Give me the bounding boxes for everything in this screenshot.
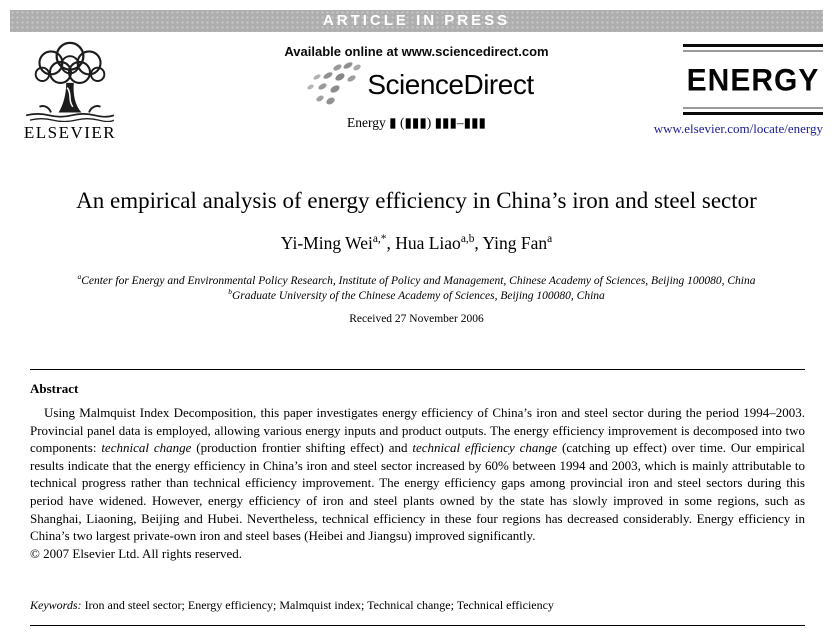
abstract-heading: Abstract — [30, 381, 79, 396]
abstract-text: Using Malmquist Index Decomposition, thi… — [30, 404, 805, 562]
author: Yi-Ming Weia,* — [280, 233, 387, 253]
received-date: Received 27 November 2006 — [349, 313, 484, 325]
section-divider — [30, 625, 805, 626]
author: Hua Liaoa,b — [395, 233, 475, 253]
elsevier-tree-icon — [25, 41, 115, 122]
keywords-text: Iron and steel sector; Energy efficiency… — [81, 598, 554, 612]
journal-url-link[interactable]: www.elsevier.com/locate/energy — [653, 121, 823, 136]
author-superscript: a,b — [460, 233, 475, 246]
elsevier-logo: ELSEVIER — [16, 40, 124, 143]
affiliations: aCenter for Energy and Environmental Pol… — [0, 272, 833, 303]
double-rule-top — [683, 44, 823, 52]
sciencedirect-logo: ScienceDirect — [197, 60, 637, 107]
copyright-line: © 2007 Elsevier Ltd. All rights reserved… — [30, 545, 243, 561]
authors-line: Yi-Ming Weia,*, Hua Liaoa,b, Ying Fana — [0, 233, 833, 254]
author-separator: , — [386, 233, 396, 253]
available-online-text: Available online at www.sciencedirect.co… — [284, 44, 549, 59]
article-title: An empirical analysis of energy efficien… — [76, 188, 757, 213]
article-in-press-banner: ARTICLE IN PRESS — [10, 10, 823, 32]
journal-logo-block: ENERGY www.elsevier.com/locate/energy — [637, 44, 823, 137]
affiliation: aCenter for Energy and Environmental Pol… — [77, 272, 756, 287]
journal-citation: Energy ▮ (▮▮▮) ▮▮▮–▮▮▮ — [347, 115, 486, 130]
section-divider — [30, 369, 805, 370]
elsevier-wordmark: ELSEVIER — [23, 123, 117, 142]
affiliation: bGraduate University of the Chinese Acad… — [228, 286, 605, 302]
author-superscript: a,* — [372, 233, 387, 246]
sciencedirect-dots-icon — [299, 60, 363, 107]
keywords-line: Keywords: Iron and steel sector; Energy … — [30, 598, 805, 613]
author: Ying Fana — [482, 233, 553, 253]
keywords-label: Keywords: — [30, 598, 82, 612]
energy-journal-wordmark: ENERGY — [686, 63, 820, 98]
header-center: Available online at www.sciencedirect.co… — [197, 44, 637, 131]
sciencedirect-wordmark: ScienceDirect — [367, 69, 534, 100]
author-separator: , — [474, 233, 483, 253]
abstract-paragraph: Using Malmquist Index Decomposition, thi… — [30, 405, 806, 544]
author-superscript: a — [547, 233, 553, 246]
double-rule-bottom — [683, 107, 823, 115]
banner-text: ARTICLE IN PRESS — [322, 12, 511, 29]
